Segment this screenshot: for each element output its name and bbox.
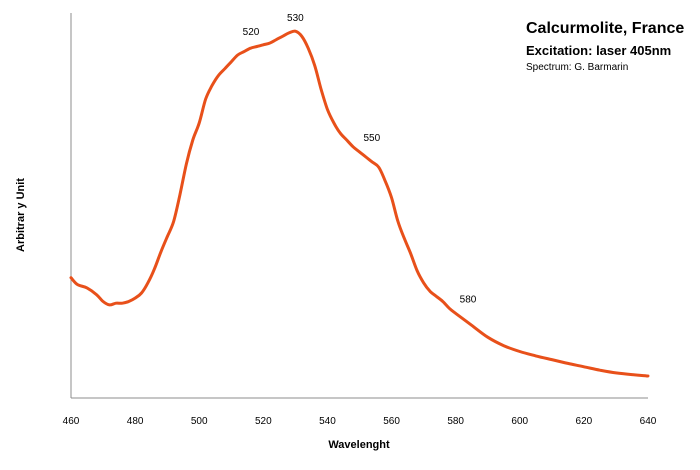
x-tick-label: 640 — [640, 416, 657, 427]
x-axis-label: Wavelenght — [328, 439, 390, 451]
annotation-label: 530 — [287, 13, 304, 24]
chart-subtitle: Excitation: laser 405nm — [526, 43, 672, 58]
x-tick-label: 600 — [511, 416, 528, 427]
chart-title-block: Calcurmolite, France Excitation: laser 4… — [526, 20, 684, 73]
x-tick-label: 480 — [127, 416, 144, 427]
chart-title: Calcurmolite, France — [526, 20, 685, 37]
annotation-label: 520 — [243, 27, 260, 38]
x-tick-label: 540 — [319, 416, 336, 427]
x-tick-label: 460 — [63, 416, 80, 427]
x-tick-label: 560 — [383, 416, 400, 427]
annotation-label: 550 — [364, 133, 381, 144]
annotation-label: 580 — [460, 294, 477, 305]
x-tick-label: 620 — [576, 416, 593, 427]
x-tick-labels: 460 480 500 520 540 560 580 600 620 640 — [63, 416, 657, 427]
x-tick-label: 580 — [447, 416, 464, 427]
x-tick-label: 500 — [191, 416, 208, 427]
peak-annotations: 520 530 550 580 — [243, 13, 477, 305]
chart-credit: Spectrum: G. Barmarin — [526, 62, 629, 73]
spectrum-line — [69, 29, 650, 378]
x-tick-label: 520 — [255, 416, 272, 427]
y-axis-label: Arbitrar y Unit — [15, 178, 27, 252]
